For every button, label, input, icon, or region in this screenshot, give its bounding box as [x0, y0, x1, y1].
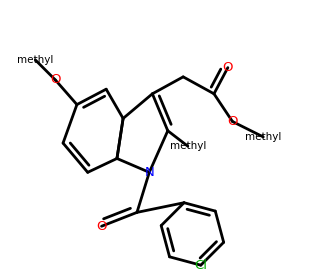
Text: O: O	[227, 115, 238, 128]
Text: O: O	[50, 73, 61, 87]
Text: O: O	[223, 61, 233, 74]
Text: N: N	[144, 166, 154, 179]
Text: O: O	[96, 220, 107, 233]
Text: methyl: methyl	[17, 55, 53, 65]
Text: methyl: methyl	[245, 132, 281, 142]
Text: Cl: Cl	[194, 259, 207, 272]
Text: methyl: methyl	[170, 141, 206, 151]
